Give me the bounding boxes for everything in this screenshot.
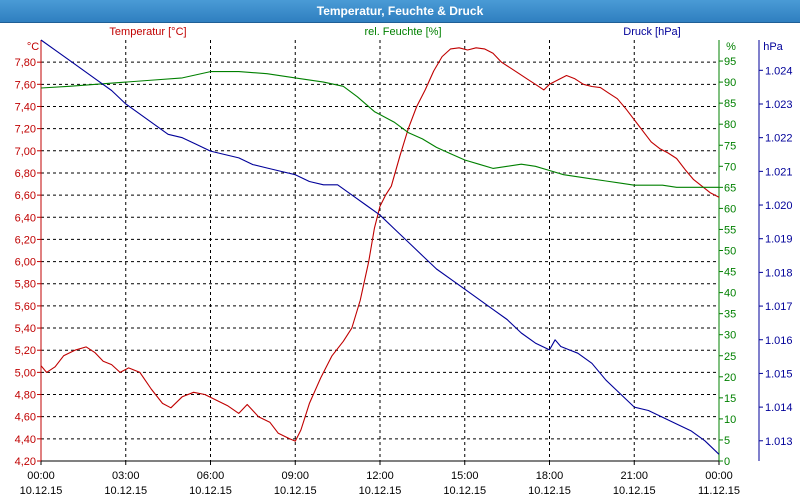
temperature-tick-label: 7,40 — [15, 101, 36, 113]
temperature-tick-label: 4,60 — [15, 412, 36, 424]
humidity-tick-label: 85 — [724, 98, 736, 110]
x-tick-time-label: 18:00 — [536, 470, 564, 482]
pressure-unit-label: hPa — [763, 41, 783, 53]
humidity-tick-label: 50 — [724, 246, 736, 258]
x-tick-time-label: 06:00 — [197, 470, 225, 482]
humidity-tick-label: 55 — [724, 224, 736, 236]
temperature-tick-label: 5,60 — [15, 301, 36, 313]
humidity-tick-label: 15 — [724, 393, 736, 405]
pressure-tick-label: 1.022 — [765, 133, 793, 145]
pressure-tick-label: 1.023 — [765, 99, 793, 111]
temperature-tick-label: 4,40 — [15, 434, 36, 446]
temperature-tick-label: 7,00 — [15, 146, 36, 158]
x-tick-date-label: 10.12.15 — [104, 485, 147, 497]
humidity-tick-label: 20 — [724, 372, 736, 384]
pressure-tick-label: 1.020 — [765, 200, 793, 212]
temperature-unit-label: °C — [27, 41, 39, 53]
axes — [37, 40, 763, 465]
series-lines — [40, 39, 720, 455]
x-tick-time-label: 09:00 — [281, 470, 309, 482]
x-tick-date-label: 11.12.15 — [698, 485, 740, 497]
x-tick-date-label: 10.12.15 — [613, 485, 656, 497]
humidity-tick-label: 60 — [724, 203, 736, 215]
temperature-tick-label: 4,80 — [15, 390, 36, 402]
x-tick-date-label: 10.12.15 — [274, 485, 317, 497]
tick-labels: 00:00 10.12.15 03:00 10.12.15 06:00 10.12.15 0… — [15, 56, 793, 497]
x-tick-time-label: 15:00 — [451, 470, 479, 482]
x-tick-date-label: 10.12.15 — [359, 485, 402, 497]
humidity-tick-label: 45 — [724, 267, 736, 279]
humidity-tick-label: 95 — [724, 56, 736, 68]
humidity-tick-label: 65 — [724, 182, 736, 194]
humidity-tick-label: 80 — [724, 119, 736, 131]
pressure-tick-label: 1.014 — [765, 402, 793, 414]
humidity-tick-label: 5 — [724, 435, 730, 447]
humidity-tick-label: 30 — [724, 330, 736, 342]
x-tick-time-label: 00:00 — [705, 470, 733, 482]
pressure-tick-label: 1.015 — [765, 368, 793, 380]
x-tick-date-label: 10.12.15 — [528, 485, 571, 497]
humidity-tick-label: 25 — [724, 351, 736, 363]
pressure-tick-label: 1.018 — [765, 267, 793, 279]
temperature-tick-label: 4,20 — [15, 456, 36, 468]
humidity-tick-label: 35 — [724, 309, 736, 321]
pressure-tick-label: 1.019 — [765, 234, 793, 246]
temperature-tick-label: 5,00 — [15, 367, 36, 379]
x-tick-date-label: 10.12.15 — [20, 485, 63, 497]
pressure-axis-label: Druck [hPa] — [623, 26, 680, 38]
temperature-tick-label: 7,20 — [15, 124, 36, 136]
axis-labels: Temperatur [°C] rel. Feuchte [%] Druck [… — [27, 26, 784, 53]
x-tick-time-label: 00:00 — [27, 470, 55, 482]
humidity-tick-label: 70 — [724, 161, 736, 173]
humidity-tick-label: 0 — [724, 456, 730, 468]
x-tick-date-label: 10.12.15 — [189, 485, 232, 497]
chart-title: Temperatur, Feuchte & Druck — [0, 0, 800, 23]
x-tick-date-label: 10.12.15 — [443, 485, 486, 497]
humidity-unit-label: % — [726, 41, 736, 53]
temperature-tick-label: 6,00 — [15, 257, 36, 269]
grid-lines — [41, 40, 719, 461]
temperature-tick-label: 5,80 — [15, 279, 36, 291]
temperature-tick-label: 7,60 — [15, 79, 36, 91]
temperature-axis-label: Temperatur [°C] — [109, 26, 186, 38]
temperature-tick-label: 5,40 — [15, 323, 36, 335]
pressure-tick-label: 1.021 — [765, 166, 793, 178]
temperature-tick-label: 5,20 — [15, 345, 36, 357]
pressure-tick-label: 1.017 — [765, 301, 793, 313]
pressure-series-line — [40, 39, 720, 455]
pressure-tick-label: 1.016 — [765, 335, 793, 347]
x-tick-time-label: 12:00 — [366, 470, 394, 482]
x-tick-time-label: 03:00 — [112, 470, 140, 482]
pressure-tick-label: 1.013 — [765, 436, 793, 448]
temperature-tick-label: 6,60 — [15, 190, 36, 202]
humidity-series-line — [40, 71, 719, 188]
humidity-tick-label: 90 — [724, 77, 736, 89]
x-tick-time-label: 21:00 — [620, 470, 648, 482]
temperature-tick-label: 6,20 — [15, 234, 36, 246]
temperature-series-line — [40, 47, 720, 442]
temperature-tick-label: 6,40 — [15, 212, 36, 224]
temperature-tick-label: 7,80 — [15, 57, 36, 69]
humidity-axis-label: rel. Feuchte [%] — [364, 26, 441, 38]
humidity-tick-label: 10 — [724, 414, 736, 426]
humidity-tick-label: 40 — [724, 288, 736, 300]
temperature-tick-label: 6,80 — [15, 168, 36, 180]
humidity-tick-label: 75 — [724, 140, 736, 152]
pressure-tick-label: 1.024 — [765, 65, 793, 77]
